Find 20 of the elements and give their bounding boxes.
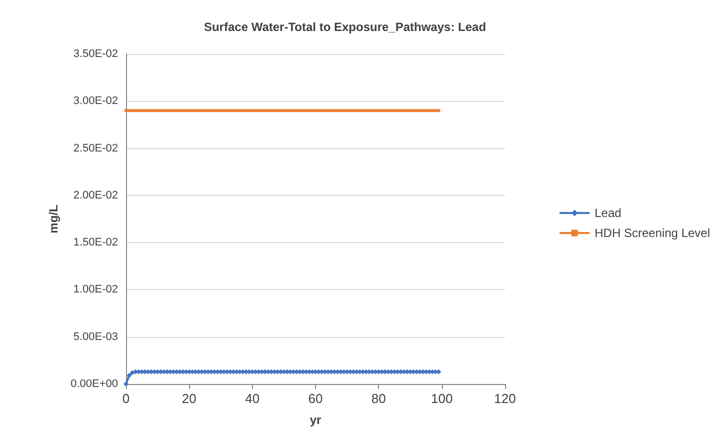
y-tick-label: 0.00E+00 [70,378,118,390]
legend-label: Lead [594,206,622,220]
legend-label: HDH Screening Level [594,226,710,240]
chart-title: Surface Water-Total to Exposure_Pathways: Lead [204,20,486,34]
y-tick-label: 1.00E-02 [73,284,118,296]
x-tick-label: 40 [245,391,260,406]
x-tick-label: 100 [430,391,453,406]
x-axis-title: yr [310,413,322,427]
x-tick-label: 20 [182,391,196,406]
x-tick-label: 80 [371,391,386,406]
y-axis-title: mg/L [46,204,61,234]
y-tick-label: 1.50E-02 [73,236,118,249]
y-tick-label: 5.00E-03 [73,330,118,343]
y-tick-label: 3.50E-02 [73,48,118,60]
y-tick-label: 2.00E-02 [73,189,118,202]
x-tick-label: 0 [122,391,130,406]
x-tick-label: 120 [494,391,516,406]
x-tick-label: 60 [308,391,323,406]
y-tick-label: 3.00E-02 [73,95,118,108]
y-tick-label: 2.50E-02 [73,142,118,154]
